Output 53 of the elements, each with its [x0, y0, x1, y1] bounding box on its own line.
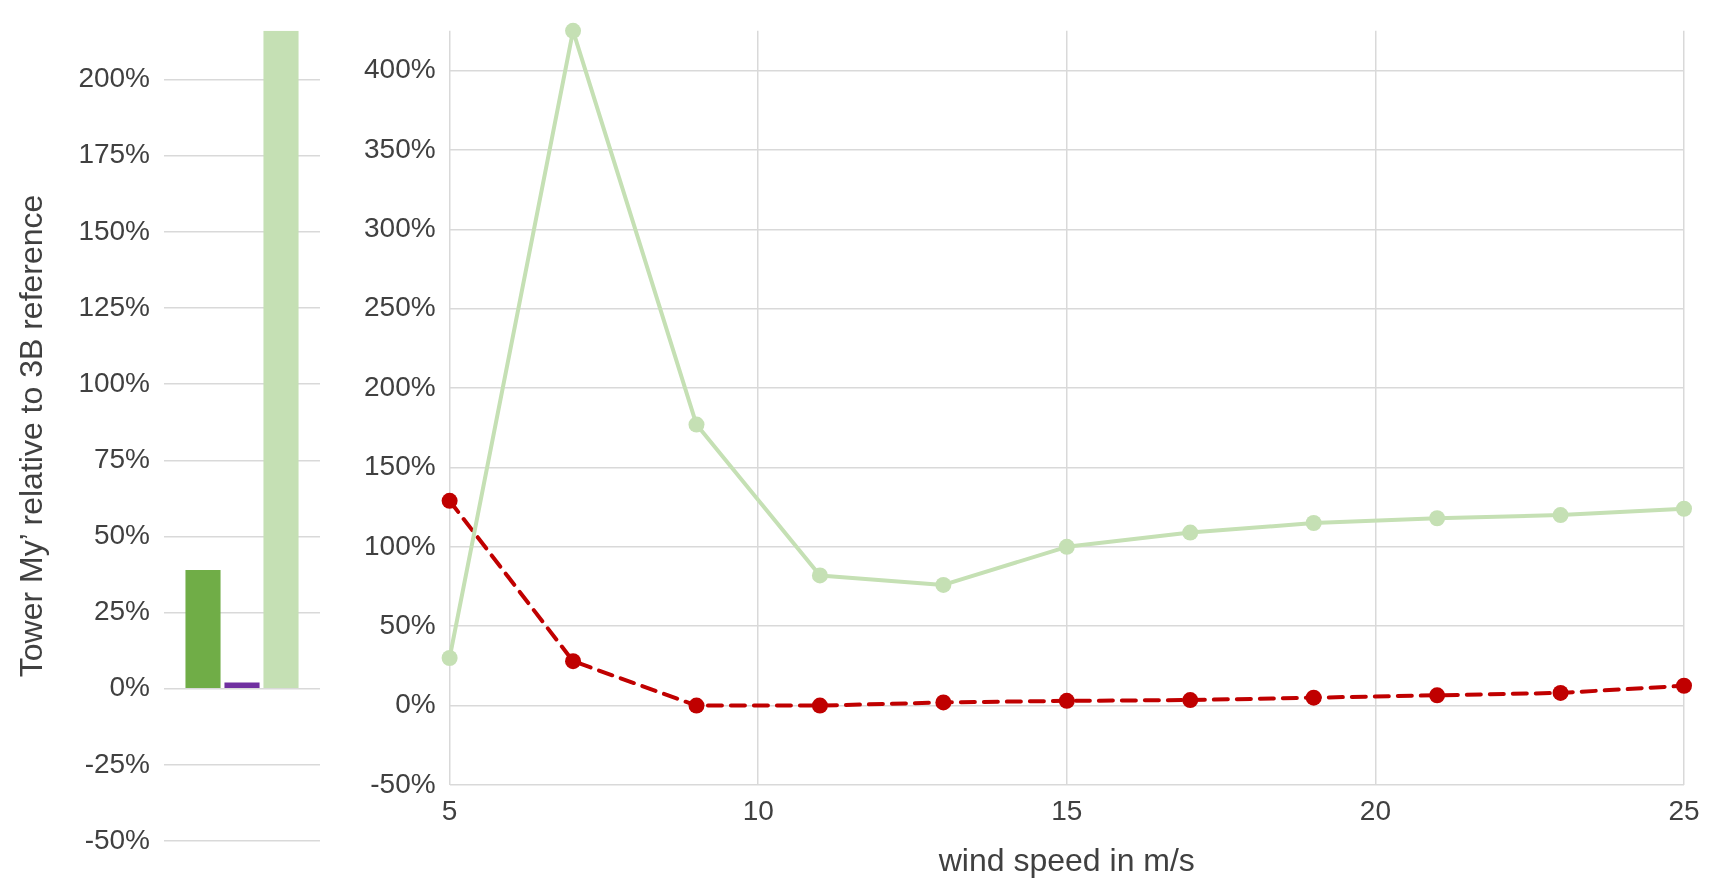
- y-tick-label: 50%: [93, 519, 151, 551]
- y-tick-label: 25%: [93, 595, 151, 627]
- x-tick-label: 25: [1668, 794, 1700, 826]
- point: [1058, 538, 1075, 555]
- point: [1058, 692, 1075, 709]
- y-tick-label: 300%: [363, 211, 436, 243]
- point: [441, 649, 458, 666]
- y-tick-label: 0%: [109, 671, 151, 703]
- y-tick-label: 100%: [78, 366, 151, 398]
- bar: [263, 30, 299, 688]
- point: [1552, 507, 1569, 524]
- y-tick-label: 250%: [363, 291, 436, 323]
- x-axis-title: wind speed in m/s: [937, 841, 1195, 878]
- bar: [185, 569, 221, 688]
- point: [1305, 515, 1322, 532]
- point: [688, 416, 705, 433]
- point: [1305, 689, 1322, 706]
- point: [935, 576, 952, 593]
- point: [565, 653, 582, 670]
- point: [1676, 677, 1692, 694]
- point: [1429, 510, 1446, 527]
- point: [1552, 684, 1569, 701]
- y-tick-label: 200%: [363, 370, 436, 402]
- y-tick-label: -50%: [84, 823, 151, 855]
- point: [811, 567, 828, 584]
- point: [935, 694, 952, 711]
- point: [1182, 524, 1199, 541]
- y-tick-label: -50%: [370, 767, 436, 799]
- y-axis-title: Tower My’ relative to 3B reference: [13, 194, 50, 678]
- y-tick-label: 125%: [78, 290, 151, 322]
- y-tick-label: -25%: [84, 747, 151, 779]
- x-tick-label: 15: [1051, 794, 1083, 826]
- y-tick-label: 50%: [379, 608, 436, 640]
- point: [565, 22, 582, 39]
- y-tick-label: 0%: [395, 688, 436, 720]
- y-tick-label: 150%: [363, 450, 436, 482]
- y-tick-label: 150%: [78, 214, 151, 246]
- x-tick-label: 5: [441, 794, 458, 826]
- x-tick-label: 10: [742, 794, 774, 826]
- bar: [224, 682, 260, 688]
- y-tick-label: 100%: [363, 529, 436, 561]
- y-tick-label: 75%: [93, 442, 151, 474]
- point: [1429, 687, 1446, 704]
- point: [811, 697, 828, 714]
- point: [688, 697, 705, 714]
- point: [1182, 692, 1199, 709]
- point: [1676, 500, 1692, 517]
- y-tick-label: 400%: [363, 53, 436, 85]
- x-tick-label: 20: [1359, 794, 1391, 826]
- y-tick-label: 175%: [78, 138, 151, 170]
- y-tick-label: 200%: [78, 62, 151, 94]
- y-tick-label: 350%: [363, 132, 436, 164]
- point: [441, 492, 458, 509]
